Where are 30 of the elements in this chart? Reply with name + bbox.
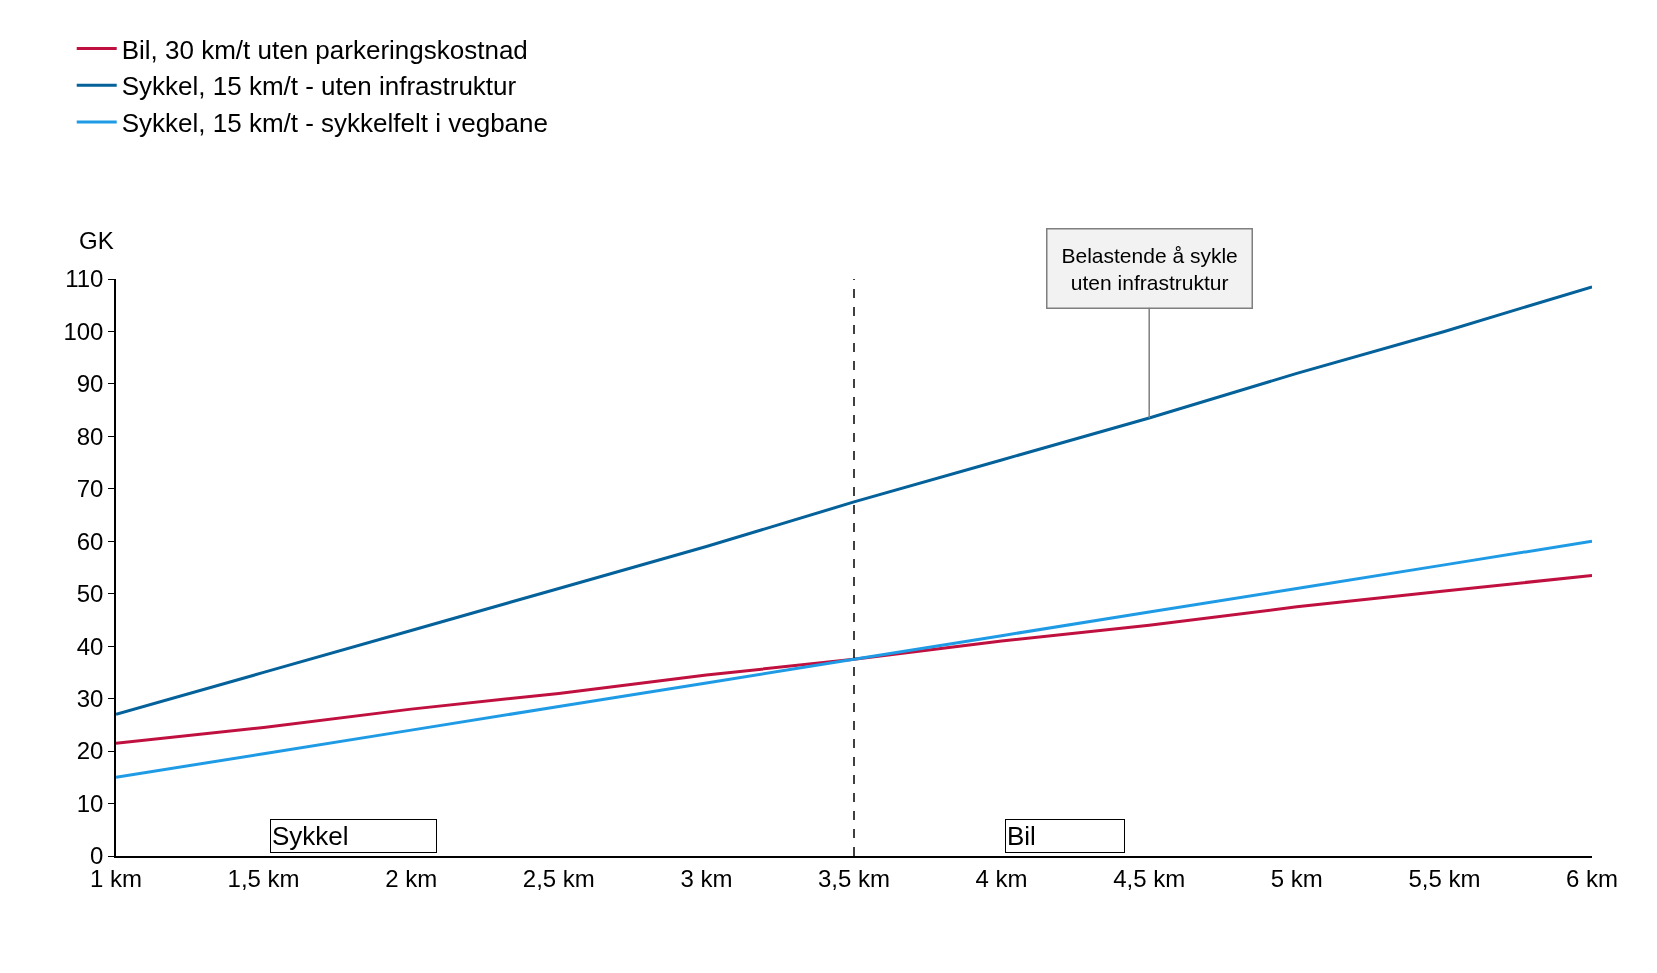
x-tick-label: 1,5 km bbox=[227, 864, 300, 892]
x-tick-label: 2,5 km bbox=[522, 864, 595, 892]
annotation: Sykkel bbox=[272, 821, 436, 851]
y-tick-label: 10 bbox=[76, 789, 104, 817]
x-tick-label: 4 km bbox=[975, 864, 1028, 892]
y-tick-label: 110 bbox=[65, 265, 104, 293]
legend-label: Sykkel, 15 km/t - sykkelfelt i vegbane bbox=[121, 108, 549, 139]
y-tick-label: 100 bbox=[63, 317, 104, 345]
x-tick-label: 6 km bbox=[1565, 864, 1619, 892]
x-tick-label: 3,5 km bbox=[817, 864, 891, 892]
legend-label: Bil, 30 km/t uten parkeringskostnad bbox=[121, 34, 528, 65]
y-tick-label: 60 bbox=[76, 527, 104, 555]
line-series bbox=[116, 539, 1592, 779]
y-tick-label: 30 bbox=[76, 685, 104, 713]
line-series bbox=[116, 573, 1592, 745]
legend-label: Sykkel, 15 km/t - uten infrastruktur bbox=[121, 71, 517, 102]
x-tick-label: 4,5 km bbox=[1113, 864, 1186, 892]
annotation: Bil bbox=[1007, 821, 1123, 851]
y-tick-label: 50 bbox=[76, 580, 104, 608]
y-axis-title: GK bbox=[79, 227, 114, 254]
x-tick-label: 2 km bbox=[385, 864, 438, 892]
x-tick-label: 3 km bbox=[680, 864, 733, 892]
y-tick-label: 20 bbox=[76, 737, 104, 765]
y-tick-label: 90 bbox=[76, 370, 104, 398]
y-tick-label: 70 bbox=[76, 475, 104, 503]
y-tick-label: 40 bbox=[76, 632, 104, 660]
annotation: Belastende å sykle uten infrastruktur bbox=[1061, 243, 1238, 294]
y-tick-label: 80 bbox=[76, 422, 104, 450]
x-tick-label: 5 km bbox=[1270, 864, 1323, 892]
x-tick-label: 5,5 km bbox=[1408, 864, 1481, 892]
